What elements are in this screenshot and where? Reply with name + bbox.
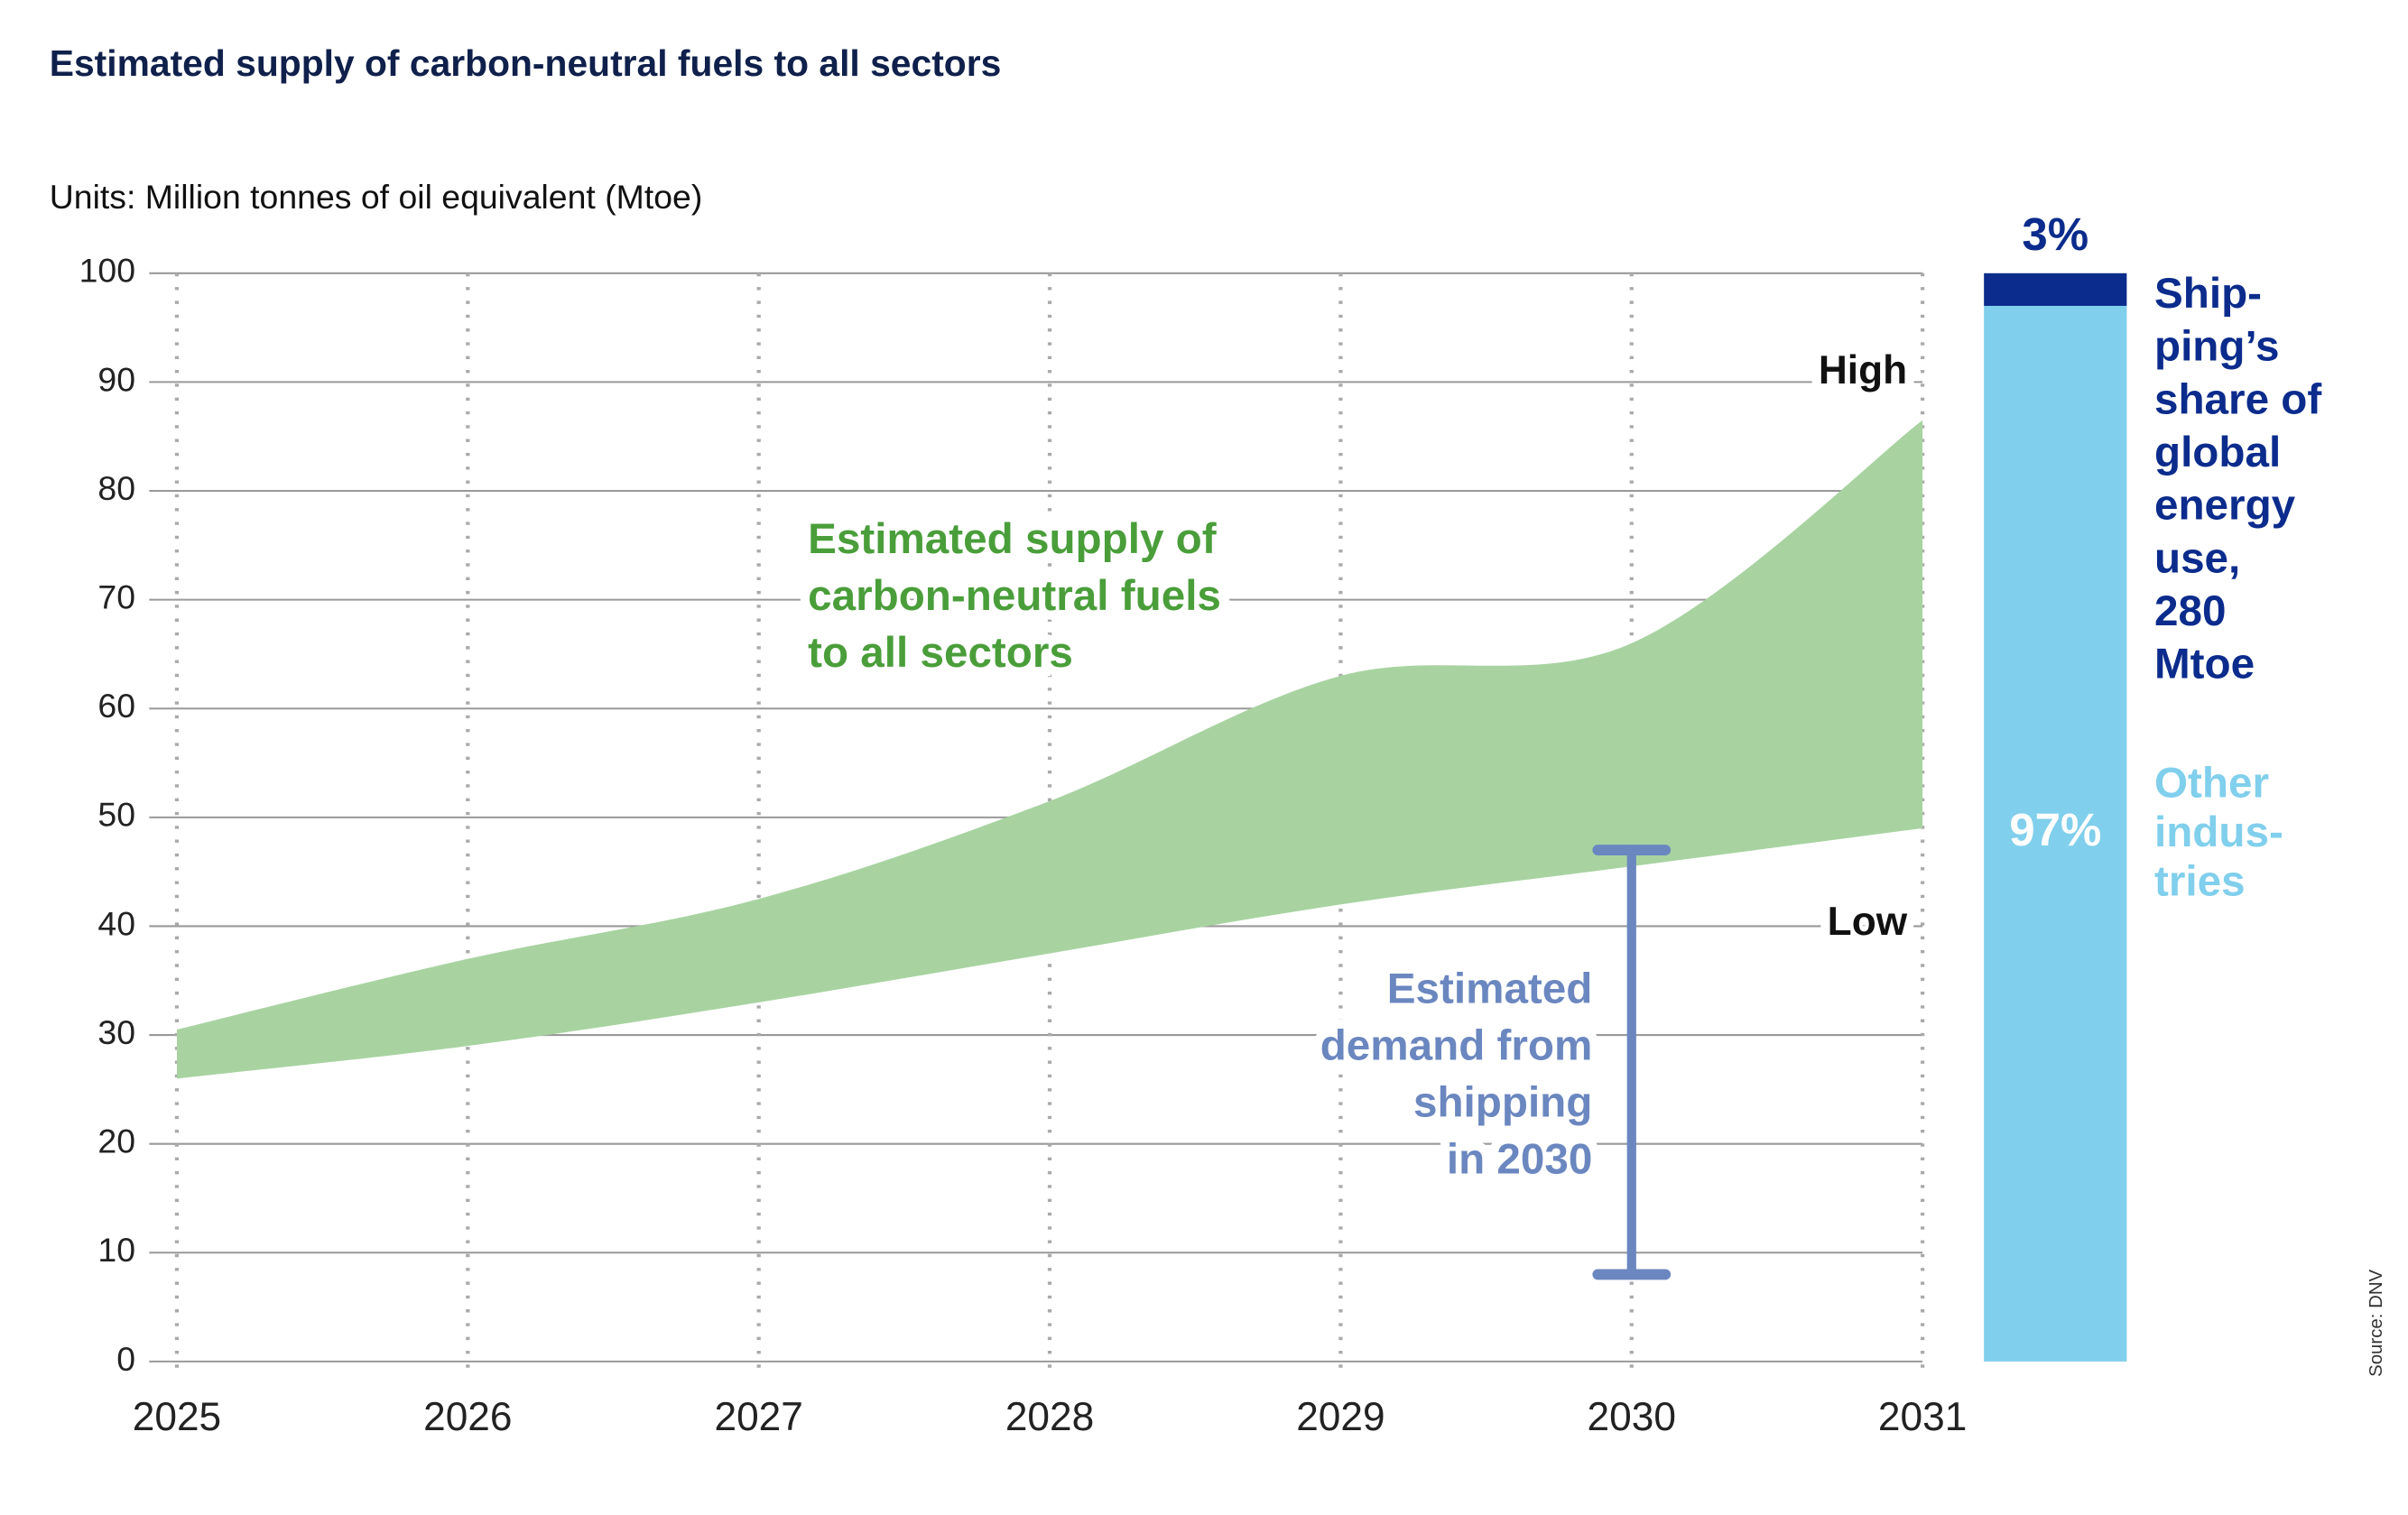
- share-value-label: 3%: [2022, 208, 2088, 260]
- y-tick-label: 20: [97, 1122, 135, 1160]
- share-label: 280: [2154, 587, 2226, 635]
- share-label: ping’s: [2154, 323, 2279, 371]
- y-tick-label: 90: [97, 360, 135, 398]
- high-label: High: [1819, 348, 1907, 393]
- y-tick-label: 100: [79, 252, 135, 290]
- demand-label: demand from: [1320, 1021, 1593, 1069]
- share-segment: [1984, 305, 2127, 1362]
- share-label: global: [2154, 429, 2281, 476]
- y-tick-label: 70: [97, 578, 135, 616]
- demand-label: Estimated: [1387, 965, 1593, 1012]
- supply-band: [176, 420, 1923, 1079]
- y-tick-label: 40: [97, 904, 135, 942]
- share-label: Mtoe: [2154, 641, 2255, 688]
- band-label: carbon-neutral fuels: [808, 572, 1221, 620]
- source: Source: DNV: [2366, 1269, 2386, 1376]
- share-label: tries: [2154, 857, 2246, 905]
- band-label: Estimated supply of: [808, 515, 1217, 563]
- y-tick-label: 0: [116, 1340, 135, 1378]
- band-label: to all sectors: [808, 629, 1073, 677]
- share-label: Ship-: [2154, 270, 2262, 318]
- units-label: Units: Million tonnes of oil equivalent …: [50, 178, 703, 216]
- share-label: share of: [2154, 375, 2321, 423]
- share-label: use,: [2154, 534, 2240, 582]
- x-tick-label: 2029: [1296, 1395, 1385, 1439]
- x-tick-label: 2026: [423, 1395, 512, 1439]
- x-tick-label: 2025: [133, 1395, 221, 1439]
- demand-label: in 2030: [1447, 1135, 1593, 1183]
- y-tick-label: 80: [97, 469, 135, 507]
- share-segment: [1984, 273, 2127, 306]
- x-tick-label: 2028: [1005, 1395, 1094, 1439]
- y-tick-label: 30: [97, 1013, 135, 1051]
- share-label: indus-: [2154, 808, 2283, 856]
- x-tick-label: 2030: [1588, 1395, 1676, 1439]
- x-tick-label: 2031: [1878, 1395, 1967, 1439]
- share-label: energy: [2154, 482, 2296, 530]
- low-label: Low: [1828, 900, 1908, 944]
- y-tick-label: 10: [97, 1231, 135, 1269]
- demand-label: shipping: [1413, 1078, 1592, 1126]
- y-tick-label: 50: [97, 796, 135, 834]
- y-tick-label: 60: [97, 687, 135, 725]
- x-tick-label: 2027: [714, 1395, 802, 1439]
- share-value-label: 97%: [2009, 804, 2101, 855]
- share-label: Other: [2154, 760, 2269, 808]
- chart-title: Estimated supply of carbon-neutral fuels…: [50, 42, 1002, 84]
